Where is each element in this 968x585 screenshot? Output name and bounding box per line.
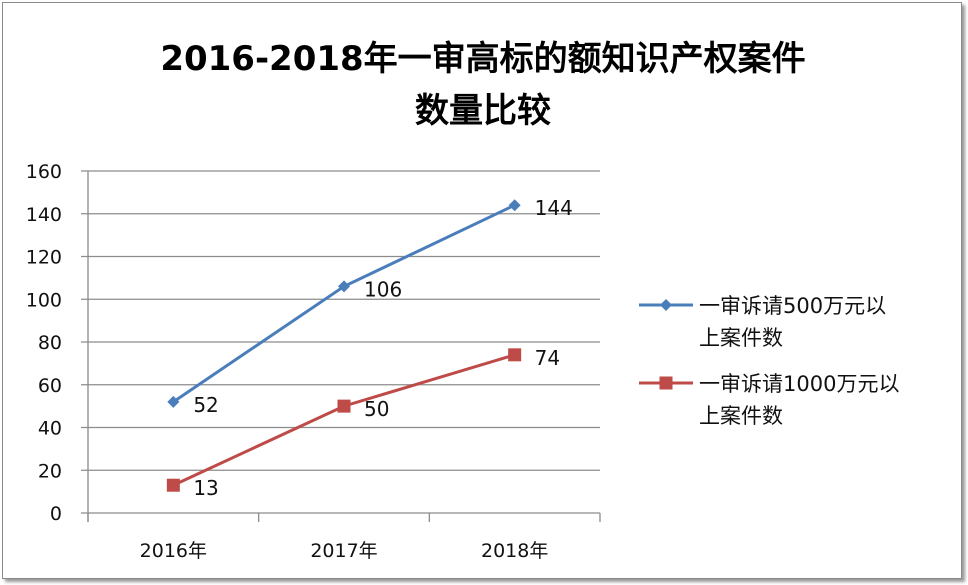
data-point-square xyxy=(337,399,351,413)
y-tick-label: 140 xyxy=(26,204,62,226)
series-line xyxy=(172,203,516,404)
data-point-square xyxy=(166,478,180,492)
y-tick-label: 20 xyxy=(38,460,62,482)
chart-frame xyxy=(2,2,962,579)
data-label: 106 xyxy=(364,277,402,301)
legend-label: 上案件数 xyxy=(699,326,783,350)
data-label: 144 xyxy=(535,196,573,220)
chart-title-line-1: 2016-2018年一审高标的额知识产权案件 xyxy=(160,39,805,79)
data-point-diamond xyxy=(660,299,672,311)
y-tick-label: 40 xyxy=(38,418,62,440)
data-point-diamond xyxy=(508,199,521,212)
data-label: 13 xyxy=(193,476,218,500)
y-tick-label: 160 xyxy=(26,161,62,183)
data-label: 52 xyxy=(193,393,218,417)
x-tick-label: 2018年 xyxy=(481,540,548,562)
y-tick-label: 100 xyxy=(26,289,62,311)
data-point-square xyxy=(659,376,673,390)
series-line xyxy=(172,353,516,487)
y-tick-label: 120 xyxy=(26,247,62,269)
x-tick-label: 2016年 xyxy=(140,540,207,562)
y-tick-label: 60 xyxy=(38,375,62,397)
data-point-diamond xyxy=(167,395,180,408)
chart-title-line-2: 数量比较 xyxy=(415,91,551,131)
legend-label: 一审诉请1000万元以 xyxy=(699,372,899,396)
data-point-square xyxy=(508,348,522,362)
y-tick-label: 0 xyxy=(50,503,62,525)
data-label: 50 xyxy=(364,397,389,421)
data-label: 74 xyxy=(535,346,560,370)
x-tick-label: 2017年 xyxy=(310,540,377,562)
y-tick-label: 80 xyxy=(38,332,62,354)
series-1: 52 106 144 xyxy=(167,196,573,417)
legend-label: 一审诉请500万元以 xyxy=(699,294,886,318)
legend-label: 上案件数 xyxy=(699,404,783,428)
series-2: 13 50 74 xyxy=(166,346,560,500)
data-point-diamond xyxy=(338,280,350,293)
